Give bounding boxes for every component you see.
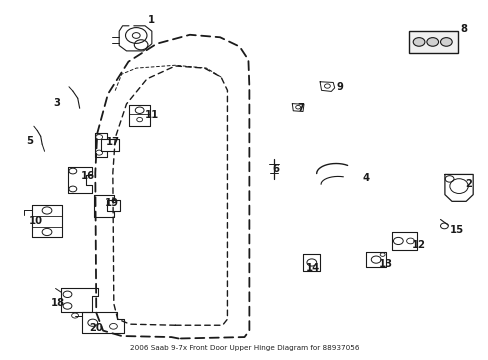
Circle shape — [412, 38, 424, 46]
Text: 5: 5 — [26, 136, 33, 145]
Text: 14: 14 — [305, 263, 319, 273]
Text: 10: 10 — [29, 216, 43, 226]
Text: 19: 19 — [104, 198, 119, 208]
Circle shape — [426, 38, 438, 46]
Text: 20: 20 — [89, 323, 102, 333]
Text: 2006 Saab 9-7x Front Door Upper Hinge Diagram for 88937056: 2006 Saab 9-7x Front Door Upper Hinge Di… — [129, 345, 359, 351]
Circle shape — [440, 38, 451, 46]
Text: 6: 6 — [272, 164, 279, 174]
Text: 17: 17 — [105, 138, 120, 147]
Text: 1: 1 — [148, 15, 155, 26]
Text: 3: 3 — [53, 98, 60, 108]
FancyBboxPatch shape — [408, 31, 457, 53]
Text: 9: 9 — [335, 82, 342, 92]
Text: 11: 11 — [144, 111, 159, 121]
Text: 18: 18 — [51, 298, 65, 308]
Text: 16: 16 — [80, 171, 94, 181]
Text: 12: 12 — [411, 239, 425, 249]
Text: 4: 4 — [362, 173, 369, 183]
Text: 13: 13 — [378, 259, 392, 269]
Text: 7: 7 — [297, 103, 304, 113]
Text: 15: 15 — [448, 225, 463, 235]
Text: 8: 8 — [460, 24, 467, 35]
Text: 2: 2 — [465, 179, 471, 189]
